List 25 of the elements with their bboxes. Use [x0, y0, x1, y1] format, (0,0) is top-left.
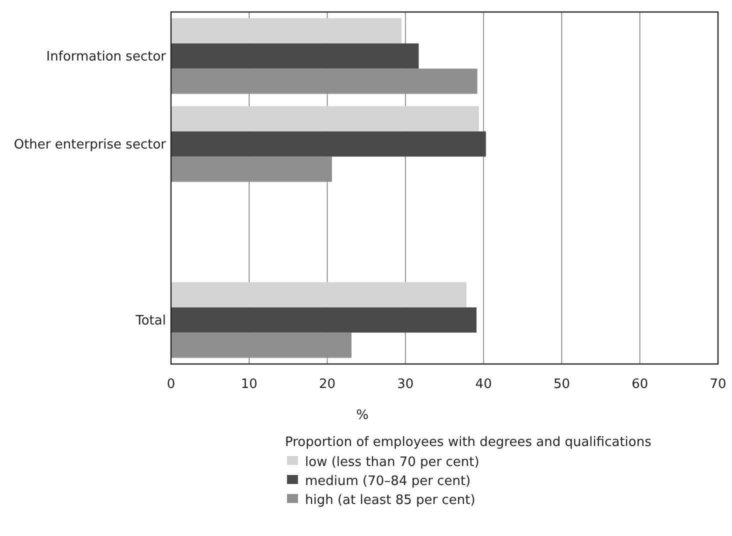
x-tick-label: 30	[397, 377, 414, 392]
x-tick-label: 60	[632, 377, 648, 392]
legend-label: medium (70–84 per cent)	[305, 474, 471, 489]
x-tick-label: 0	[166, 377, 176, 392]
x-tick-label: 10	[240, 377, 258, 392]
bar	[171, 307, 477, 333]
y-tick-label: Information sector	[46, 50, 167, 65]
bar	[171, 18, 402, 44]
bar	[171, 282, 466, 308]
x-tick-label: 50	[553, 377, 570, 392]
y-tick-label: Total	[134, 314, 166, 329]
bar	[171, 68, 478, 94]
bar	[171, 131, 486, 157]
bar	[171, 332, 352, 358]
bar	[171, 156, 332, 182]
legend-label: high (at least 85 per cent)	[305, 493, 476, 508]
legend-label: low (less than 70 per cent)	[305, 455, 480, 470]
legend-title: Proportion of employees with degrees and qualifications	[285, 435, 652, 450]
y-tick-label: Other enterprise sector	[14, 138, 167, 153]
x-tick-label: 40	[475, 377, 492, 392]
x-axis-title: %	[356, 408, 369, 423]
bar	[171, 43, 419, 69]
x-tick-label: 20	[319, 377, 336, 392]
x-tick-label: 70	[710, 377, 726, 392]
bar	[171, 106, 479, 132]
